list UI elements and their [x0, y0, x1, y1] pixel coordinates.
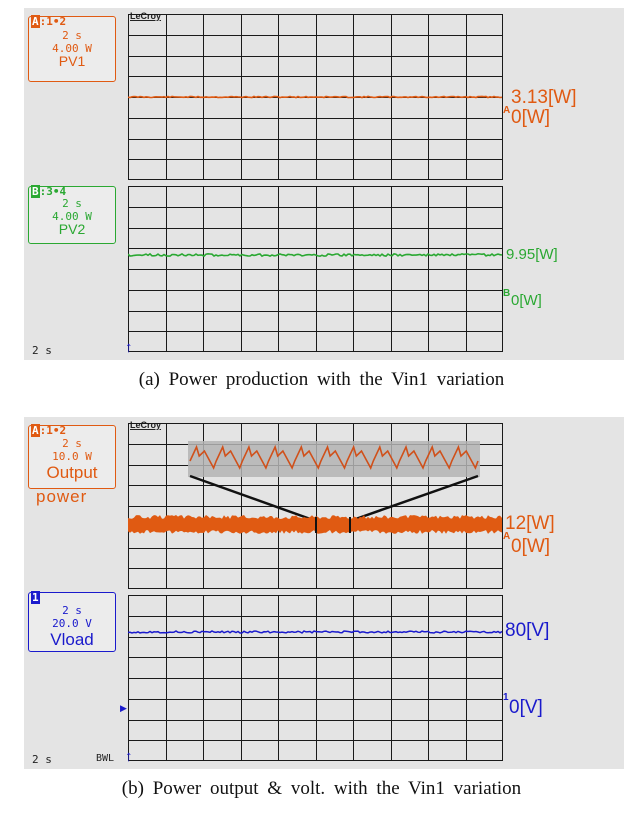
pv2-gridlines — [128, 186, 503, 352]
pv2-level-label: 9.95[W] — [506, 246, 558, 263]
waveform-grid-output-power — [128, 423, 503, 589]
channel-b-timebase: 2 s — [62, 197, 82, 210]
channel-b-scale: 4.00 W — [52, 210, 92, 223]
trigger-arrow-icon[interactable]: ↑ — [125, 339, 133, 356]
zoom-callout-line-left — [189, 474, 317, 523]
output-power-name: Output — [46, 463, 98, 482]
channel-a-scale: 4.00 W — [52, 42, 92, 55]
vload-zero-marker[interactable]: 1 — [503, 692, 509, 703]
bwl-label: BWL — [96, 753, 115, 764]
output-power-letter: A — [31, 424, 40, 437]
pv1-zero-label: 0[W] — [511, 107, 551, 128]
pv2-power-trace — [128, 252, 503, 258]
output-power-trace-svg — [128, 423, 503, 589]
output-power-name-2: power — [36, 487, 88, 506]
output-power-header: A:1•2 — [31, 424, 66, 437]
zoomed-output-trace — [189, 444, 479, 470]
timebase-label: 2 s — [32, 753, 52, 766]
vload-trace-svg — [128, 595, 503, 761]
channel-b-info-box[interactable]: B:3•4 2 s 4.00 W PV2 — [28, 185, 116, 244]
pv2-trace-svg — [128, 186, 503, 352]
pv2-zero-marker[interactable]: B — [503, 288, 511, 299]
zoom-inset — [188, 441, 480, 477]
pv2-zero-label: 0[W] — [511, 292, 542, 309]
channel-a-name: PV1 — [58, 53, 86, 69]
channel-a-timebase: 2 s — [62, 29, 82, 42]
vload-header: 1 — [31, 591, 40, 604]
output-power-zero-marker[interactable]: A — [503, 531, 511, 542]
output-power-info-box[interactable]: A:1•2 2 s 10.0 W Output — [28, 424, 116, 489]
pv1-zero-marker[interactable]: A — [503, 105, 511, 116]
channel-a-header-sources: :1•2 — [39, 15, 67, 28]
waveform-grid-pv1 — [128, 14, 503, 180]
channel-a-header: A:1•2 — [31, 15, 66, 28]
pv1-level-label: 3.13[W] — [511, 87, 577, 108]
output-power-header-sources: :1•2 — [39, 424, 67, 437]
pv1-power-trace — [128, 95, 503, 99]
vload-gridlines — [128, 595, 503, 761]
output-power-zero-label: 0[W] — [511, 536, 551, 557]
zoom-callout-line-right — [349, 474, 479, 523]
vload-level-label: 80[V] — [505, 620, 550, 641]
vload-scale: 20.0 V — [52, 617, 92, 630]
output-power-timebase: 2 s — [62, 437, 82, 450]
vload-name: Vload — [50, 630, 94, 649]
vload-zero-label: 0[V] — [509, 697, 543, 718]
brand-logo: LeCroy — [130, 11, 162, 21]
channel-a-letter: A — [31, 15, 40, 28]
channel-a-info-box[interactable]: A:1•2 2 s 4.00 W PV1 — [28, 15, 116, 82]
output-power-scale: 10.0 W — [52, 450, 92, 463]
trigger-level-marker-icon[interactable]: ▶ — [120, 703, 127, 713]
timebase-label: 2 s — [32, 344, 52, 357]
trigger-arrow-icon[interactable]: ↑ — [125, 748, 133, 765]
vload-timebase: 2 s — [62, 604, 82, 617]
caption-b: (b) Power output & volt. with the Vin1 v… — [121, 778, 522, 799]
channel-b-name: PV2 — [58, 221, 86, 237]
pv1-trace-svg — [128, 14, 503, 180]
waveform-grid-vload — [128, 595, 503, 761]
oscilloscope-screen-a: LeCroy A:1•2 2 s 4.00 W PV1 B:3•4 2 s 4.… — [24, 8, 624, 360]
vload-letter: 1 — [31, 591, 40, 604]
caption-a: (a) Power production with the Vin1 varia… — [138, 369, 505, 390]
brand-logo: LeCroy — [130, 420, 162, 430]
oscilloscope-screen-b: LeCroy A:1•2 2 s 10.0 W Output power 1 2… — [24, 417, 624, 769]
channel-b-header: B:3•4 — [31, 185, 66, 198]
waveform-grid-pv2 — [128, 186, 503, 352]
channel-b-header-sources: :3•4 — [39, 185, 67, 198]
vload-info-box[interactable]: 1 2 s 20.0 V Vload — [28, 591, 116, 652]
vload-voltage-trace — [128, 630, 503, 634]
channel-b-letter: B — [31, 185, 40, 198]
output-power-level-label: 12[W] — [505, 513, 555, 534]
